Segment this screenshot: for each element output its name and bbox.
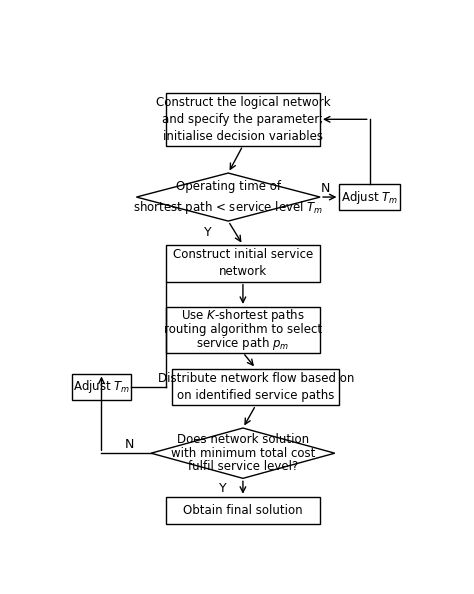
Polygon shape [137,173,320,221]
Text: with minimum total cost: with minimum total cost [171,447,315,460]
Text: routing algorithm to select: routing algorithm to select [164,323,322,336]
Text: Y: Y [204,226,212,239]
Text: Obtain final solution: Obtain final solution [183,504,303,517]
Text: service path $p_m$: service path $p_m$ [196,335,290,352]
Text: shortest path < service level $T_m$: shortest path < service level $T_m$ [133,198,323,216]
Text: Construct the logical network
and specify the parameter;
initialise decision var: Construct the logical network and specif… [155,96,330,143]
Bar [166,245,320,282]
Polygon shape [151,428,335,478]
Text: fulfil service level?: fulfil service level? [188,460,298,473]
Bar [72,374,131,400]
Text: Does network solution: Does network solution [177,433,309,446]
Text: Distribute network flow based on
on identified service paths: Distribute network flow based on on iden… [157,372,354,402]
Text: Y: Y [219,482,227,495]
Text: N: N [321,182,330,195]
Bar [339,184,400,210]
Text: Construct initial service
network: Construct initial service network [173,248,313,279]
Bar [166,93,320,146]
Text: Use $K$-shortest paths: Use $K$-shortest paths [181,308,305,324]
Bar [166,497,320,524]
Text: Operating time of: Operating time of [176,181,281,194]
Text: Adjust $T_m$: Adjust $T_m$ [73,378,130,396]
Bar [166,307,320,353]
Text: Adjust $T_m$: Adjust $T_m$ [341,188,398,206]
Text: N: N [124,438,134,451]
Bar [172,368,339,405]
